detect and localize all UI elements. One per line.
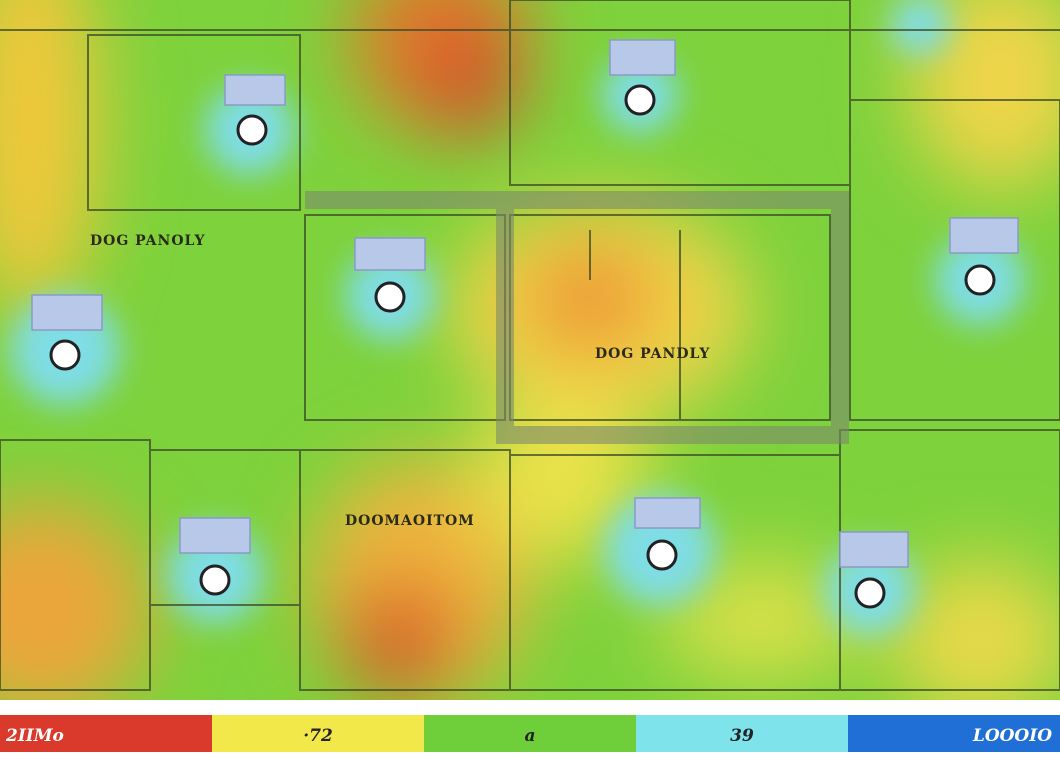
ap-badges: [31, 39, 1019, 568]
legend-swatch: [424, 715, 636, 752]
legend-swatch: [636, 715, 848, 752]
legend-swatch: [848, 715, 1060, 752]
legend-label: 2IIMo: [5, 726, 64, 746]
legend-label: ·72: [303, 726, 333, 746]
legend: 2IIMo ·72 a 39 LOOOIO: [0, 715, 1060, 752]
legend-swatch: [212, 715, 424, 752]
legend-label: 39: [730, 726, 754, 746]
room-label: DOOMAOITOM: [345, 513, 475, 529]
legend-swatch: [0, 715, 212, 752]
room-label: DOG PANOLY: [90, 233, 205, 249]
room-label: DOG PANDLY: [595, 346, 710, 362]
heatmap: DOG PANOLY DOOMAOITOM DOG PANDLY: [0, 0, 1060, 700]
access-points: [49, 84, 996, 609]
corridor: [305, 191, 849, 444]
legend-label: a: [524, 726, 535, 746]
legend-label: LOOOIO: [972, 726, 1052, 746]
